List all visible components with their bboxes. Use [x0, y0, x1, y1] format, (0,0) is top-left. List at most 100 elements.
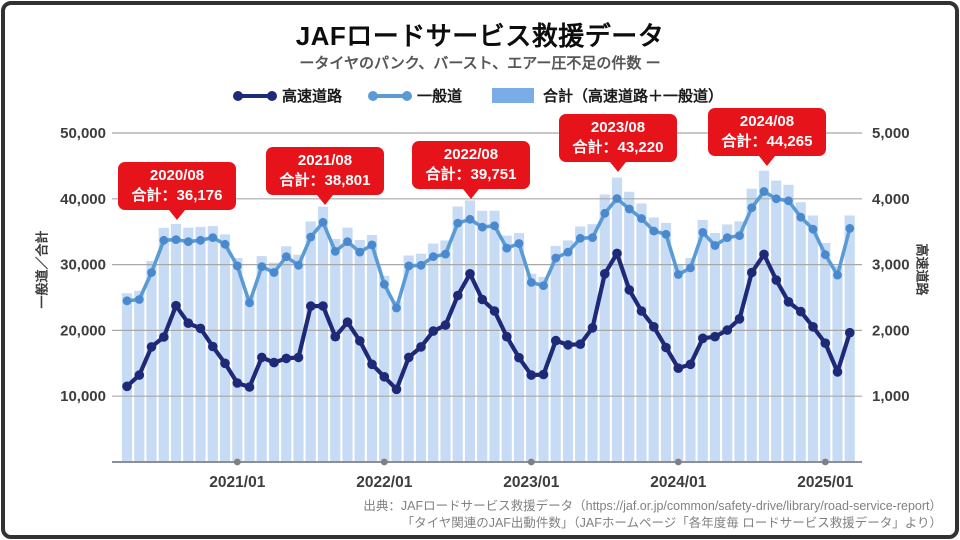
total-bar	[452, 206, 463, 462]
general-road-point	[612, 194, 622, 203]
highway-point	[832, 367, 843, 377]
highway-point	[404, 352, 414, 363]
total-bar	[195, 226, 206, 462]
general-road-point	[441, 249, 450, 259]
total-bar	[783, 184, 794, 463]
right-axis-tick: 2,000	[872, 322, 910, 339]
legend-item-total: 合計（高速道路＋一般道）	[492, 85, 723, 106]
x-axis-tick-dot	[233, 458, 241, 466]
highway-point	[355, 336, 365, 346]
general-road-point	[147, 268, 156, 277]
page-title: JAFロードサービス救援データ	[295, 21, 665, 51]
total-bar	[121, 293, 133, 462]
total-bar	[415, 253, 427, 462]
general-road-point	[490, 221, 499, 231]
total-bar-swatch-icon	[492, 88, 534, 103]
total-bar	[624, 191, 635, 463]
total-bar	[305, 221, 316, 462]
general-road-point	[343, 237, 352, 246]
highway-point	[538, 369, 549, 380]
highway-point	[244, 382, 255, 392]
left-axis-tick: 50,000	[60, 125, 106, 142]
general-road-point	[551, 253, 561, 263]
x-axis-tick-dot	[821, 458, 829, 466]
right-axis-tick: 1,000	[872, 388, 910, 405]
highway-point	[502, 331, 512, 342]
annotation-date: 2022/08	[443, 146, 499, 163]
x-axis-tick-label: 2024/01	[650, 474, 706, 491]
annotation-2022-08: 2022/08 合計：39,751	[412, 141, 530, 199]
highway-point	[722, 325, 733, 335]
combo-chart: 50,000 40,000 30,000 20,000 10,000 5,000 4,000…	[60, 125, 910, 491]
page-subtitle: ータイヤのパンク、バースト、エアー圧不足の件数 ー	[299, 55, 661, 72]
highway-point	[685, 359, 696, 370]
general-road-point	[196, 235, 205, 245]
annotation-date: 2023/08	[590, 119, 646, 136]
general-road-point	[465, 214, 475, 224]
general-road-point	[392, 303, 401, 313]
highway-point	[673, 363, 684, 373]
highway-point	[453, 290, 463, 301]
total-bar	[158, 227, 169, 462]
total-bar	[501, 235, 512, 462]
total-bar	[795, 202, 806, 462]
highway-point	[575, 339, 586, 349]
highway-point	[195, 323, 206, 334]
total-bar	[391, 300, 402, 462]
annotation-total: 合計：36,176	[131, 187, 223, 204]
annotation-total: 合計：43,220	[572, 139, 664, 156]
total-bar	[807, 215, 819, 462]
right-axis-tick: 5,000	[872, 125, 910, 142]
highway-point	[257, 352, 267, 363]
legend-label-general: 一般道	[416, 88, 462, 105]
general-road-point	[820, 250, 830, 260]
general-road-point	[735, 231, 744, 240]
x-axis-tick-label: 2023/01	[503, 474, 559, 491]
general-road-point	[330, 247, 340, 256]
general-road-point	[784, 196, 793, 206]
highway-point	[416, 342, 426, 352]
total-bar	[722, 224, 733, 462]
highway-point	[281, 353, 292, 364]
general-road-point	[122, 296, 132, 306]
total-bar	[513, 233, 525, 462]
total-bar	[464, 200, 476, 462]
highway-line-marker-icon	[232, 90, 277, 101]
annotation-2023-08: 2023/08 合計：43,220	[559, 114, 677, 172]
general-road-point	[747, 203, 757, 213]
left-axis-tick: 10,000	[60, 388, 106, 405]
highway-point	[122, 381, 132, 392]
highway-point	[440, 320, 451, 330]
highway-point	[293, 352, 304, 363]
highway-point	[208, 341, 218, 352]
x-axis-tick-label: 2022/01	[356, 474, 412, 491]
general-road-point	[281, 252, 291, 262]
total-bar	[440, 240, 451, 462]
total-bar	[587, 224, 598, 462]
highway-point	[171, 300, 181, 311]
highway-point	[526, 370, 537, 380]
total-bar	[562, 240, 574, 462]
highway-point	[428, 326, 439, 336]
left-axis-tick: 40,000	[60, 191, 106, 208]
total-bar	[232, 258, 243, 462]
source-line1: 出典：JAFロードサービス救援データ（https://jaf.or.jp/com…	[363, 499, 942, 513]
general-road-point	[808, 224, 818, 234]
right-axis-title: 高速道路	[914, 243, 930, 296]
general-road-point	[661, 229, 671, 239]
general-line-marker-icon	[367, 90, 412, 101]
highway-point	[367, 359, 377, 370]
x-axis-tick-dot	[674, 458, 682, 466]
highway-point	[159, 332, 169, 342]
general-road-point	[722, 233, 732, 242]
general-road-point	[294, 260, 303, 270]
total-bar	[820, 242, 831, 462]
annotation-date: 2020/08	[149, 167, 205, 184]
general-road-point	[514, 239, 524, 248]
highway-point	[514, 352, 524, 363]
source-note: 出典：JAFロードサービス救援データ（https://jaf.or.jp/com…	[363, 498, 942, 532]
general-road-point	[649, 226, 659, 236]
total-bar	[526, 273, 537, 462]
legend: 高速道路 一般道 合計（高速道路＋一般道）	[0, 85, 960, 106]
general-road-point	[588, 233, 597, 242]
